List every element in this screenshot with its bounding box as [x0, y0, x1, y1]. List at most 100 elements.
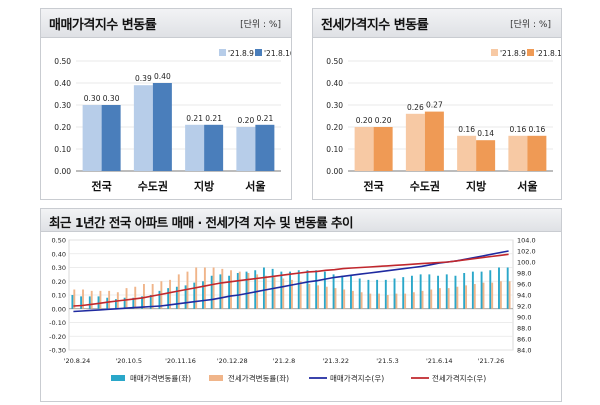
bar: [343, 289, 346, 309]
data-label: 0.20: [238, 116, 255, 125]
bar: [317, 285, 320, 309]
bar: [175, 286, 178, 309]
legend-label: 전세가격변동률(좌): [228, 373, 289, 383]
y-left-tick-label: 0.20: [52, 278, 66, 286]
bar: [308, 284, 311, 309]
category-label: 지방: [194, 179, 214, 193]
bar: [289, 271, 291, 309]
bar: [236, 127, 256, 171]
bar: [323, 271, 326, 309]
bar: [212, 267, 215, 309]
y-tick-label: 0.20: [326, 123, 343, 132]
bar: [193, 282, 196, 309]
x-tick-label: '21.6.14: [426, 357, 453, 365]
trend-chart: 0.50 0.40 0.30 0.20 0.10 0.00 -0.10 -0.20 -0.30 1…: [49, 237, 536, 384]
bar: [169, 279, 172, 309]
data-label: 0.20: [375, 116, 392, 125]
bar: [315, 270, 318, 309]
jeonse-price-change-panel: 전세가격지수 변동률 [단위 : %] '21.8.9 '21.8.16 0.50 0…: [312, 8, 562, 200]
bar: [158, 290, 161, 309]
chart-title: 최근 1년간 전국 아파트 매매 · 전세가격 지수 및 변동률 추이: [49, 215, 353, 230]
y-left-tick-label: -0.30: [49, 347, 66, 355]
bar: [465, 285, 468, 309]
bar: [410, 275, 413, 309]
chart-title: 매매가격지수 변동률: [49, 18, 157, 33]
bar: [395, 293, 398, 309]
legend-label: '21.8.16: [536, 49, 561, 58]
y-tick-label: 0.50: [54, 57, 71, 66]
y-right-tick-label: 96.0: [517, 281, 531, 289]
legend-swatch: [209, 375, 223, 381]
data-label: 0.30: [103, 94, 120, 103]
y-tick-label: 0.10: [54, 145, 71, 154]
legend-swatch: [491, 49, 498, 56]
bar: [133, 85, 153, 171]
bar: [101, 105, 121, 171]
bar: [393, 278, 396, 309]
bar: [238, 271, 241, 309]
x-tick-label: '21.3.22: [322, 357, 349, 365]
y-right-tick-label: 98.0: [517, 270, 531, 278]
bar: [134, 286, 137, 309]
data-label: 0.21: [186, 114, 203, 123]
y-tick-label: 0.00: [326, 167, 343, 176]
x-tick-label: '21.7.26: [478, 357, 505, 365]
y-left-tick-label: 0.10: [52, 292, 66, 300]
bar: [457, 135, 477, 171]
y-tick-label: 0.10: [326, 145, 343, 154]
bar: [471, 271, 474, 309]
legend-label: 전세가격지수(우): [432, 373, 486, 383]
bar: [358, 278, 361, 309]
y-tick-label: 0.40: [54, 79, 71, 88]
x-tick-label: '20.12.28: [217, 357, 248, 365]
bar: [167, 288, 170, 309]
bar: [499, 281, 502, 309]
bar: [386, 295, 389, 309]
bar: [350, 275, 352, 309]
data-label: 0.27: [426, 101, 443, 110]
category-label: 전국: [92, 179, 112, 193]
y-right-tick-label: 102.0: [517, 248, 536, 256]
bar: [210, 275, 213, 309]
bar: [430, 289, 433, 309]
bar: [367, 279, 370, 309]
bar: [230, 270, 232, 309]
legend-label: 매매가격변동률(좌): [130, 373, 191, 383]
bar: [489, 270, 492, 309]
bar: [419, 274, 422, 309]
x-tick-label: '20.11.16: [165, 357, 196, 365]
unit-label: [단위 : %]: [510, 20, 551, 30]
bar: [273, 277, 276, 309]
y-left-tick-label: 0.40: [52, 250, 66, 258]
x-tick-label: '20.8.24: [64, 357, 91, 365]
bar: [527, 135, 547, 171]
data-label: 0.21: [257, 114, 274, 123]
category-label: 수도권: [410, 180, 440, 193]
bar: [254, 270, 257, 309]
bar: [378, 293, 380, 309]
bar: [299, 281, 302, 309]
trend-panel: 최근 1년간 전국 아파트 매매 · 전세가격 지수 및 변동률 추이 0.50…: [40, 208, 562, 402]
bar: [334, 288, 337, 309]
bar: [291, 279, 293, 309]
data-label: 0.16: [510, 125, 527, 134]
bar: [439, 288, 441, 309]
bar: [202, 281, 204, 309]
bar: [498, 267, 500, 309]
bar: [90, 290, 93, 309]
jeonse-price-change-chart: '21.8.9 '21.8.16 0.50 0.40 0.30 0.20 0.10 0.00 0…: [326, 49, 561, 193]
bar: [282, 278, 285, 309]
bar: [482, 282, 485, 309]
y-right-tick-label: 92.0: [517, 303, 531, 311]
bar: [204, 124, 224, 171]
bar: [228, 275, 231, 309]
bar: [255, 124, 275, 171]
bar: [463, 273, 466, 309]
data-label: 0.39: [135, 74, 152, 83]
data-label: 0.26: [407, 103, 424, 112]
y-tick-label: 0.30: [54, 101, 71, 110]
bar: [141, 296, 143, 309]
y-tick-label: 0.00: [54, 167, 71, 176]
bar: [247, 273, 250, 309]
bar: [445, 274, 448, 309]
